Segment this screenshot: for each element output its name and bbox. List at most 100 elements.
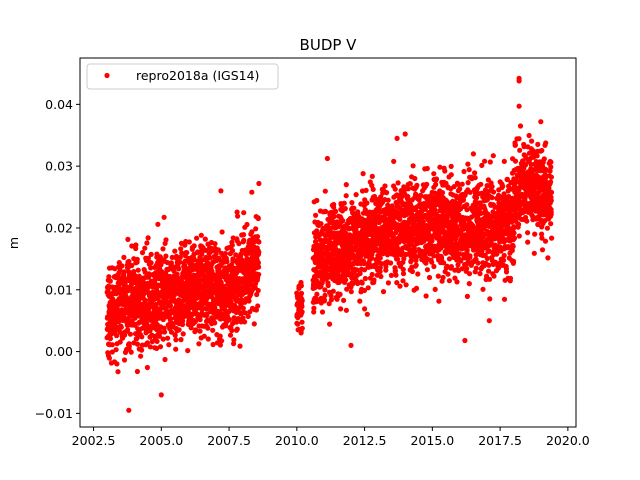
data-point <box>122 280 128 286</box>
data-point <box>385 197 391 203</box>
data-point <box>489 195 495 201</box>
data-point <box>253 226 259 232</box>
data-point <box>534 153 540 159</box>
data-point <box>466 271 473 277</box>
data-point <box>149 332 155 338</box>
data-point <box>149 339 155 345</box>
x-tick-label: 2010.0 <box>275 433 319 448</box>
data-point <box>337 223 343 229</box>
data-point <box>360 171 366 177</box>
x-axis: 2002.5 2005.0 2007.5 2010.0 2012.5 2015.0 2017… <box>72 427 590 448</box>
y-tick-label: 0.03 <box>45 159 73 174</box>
data-point <box>138 353 144 359</box>
data-point <box>184 250 190 256</box>
data-point <box>245 313 251 319</box>
data-point <box>207 255 213 261</box>
data-point <box>357 298 363 304</box>
data-point <box>171 292 177 298</box>
data-point <box>424 267 430 273</box>
data-point <box>162 356 168 363</box>
data-point <box>362 275 368 282</box>
data-point <box>541 156 547 162</box>
data-point <box>350 210 356 216</box>
data-point <box>109 349 115 355</box>
data-point <box>145 235 151 241</box>
data-point <box>233 252 239 258</box>
chart-title: BUDP V <box>300 36 358 54</box>
data-point <box>158 262 164 268</box>
data-point <box>490 189 497 195</box>
x-tick-label: 2015.0 <box>410 433 454 448</box>
data-point <box>457 186 463 192</box>
data-point <box>410 163 416 169</box>
data-point <box>313 212 319 218</box>
data-point <box>155 221 161 227</box>
data-point <box>392 267 398 273</box>
data-point <box>126 343 132 349</box>
y-axis: −0.01 0.00 0.01 0.02 0.03 0.04 <box>35 97 80 421</box>
data-point <box>202 236 208 242</box>
y-tick-label: −0.01 <box>35 406 73 421</box>
data-point <box>501 257 507 263</box>
data-point <box>364 200 370 206</box>
data-point <box>507 275 514 281</box>
data-point <box>210 327 216 333</box>
data-point <box>164 259 170 266</box>
data-point <box>194 235 200 241</box>
data-point <box>503 269 510 275</box>
data-point <box>525 239 531 245</box>
data-point <box>167 316 174 322</box>
data-point <box>460 197 466 203</box>
data-point <box>147 327 153 333</box>
data-point <box>218 280 224 286</box>
data-point <box>322 287 328 293</box>
data-point <box>475 260 481 266</box>
data-point <box>354 240 360 246</box>
data-point <box>466 167 472 173</box>
data-point <box>489 184 495 190</box>
data-point <box>134 341 141 347</box>
data-point <box>378 273 384 280</box>
data-point <box>144 364 150 371</box>
data-point <box>337 291 343 297</box>
data-point <box>349 200 355 206</box>
data-point <box>516 233 522 239</box>
data-point <box>369 182 375 189</box>
data-point <box>161 214 167 220</box>
data-point <box>157 344 164 350</box>
data-point <box>217 333 223 339</box>
data-point <box>229 327 235 334</box>
data-point <box>362 306 368 312</box>
data-point <box>500 183 506 189</box>
data-point <box>180 318 186 324</box>
data-point <box>464 293 470 299</box>
data-point <box>543 140 549 146</box>
data-point <box>473 265 479 271</box>
data-point <box>133 242 139 248</box>
data-point <box>227 332 234 338</box>
data-point <box>139 334 145 340</box>
data-point <box>423 293 429 299</box>
data-point <box>299 325 305 331</box>
data-point <box>144 340 151 346</box>
data-point <box>217 342 223 348</box>
data-point <box>531 250 537 256</box>
data-point <box>516 103 522 109</box>
data-point <box>525 230 531 236</box>
data-point <box>298 283 304 289</box>
data-point <box>538 119 544 125</box>
data-point <box>219 338 225 344</box>
data-point <box>186 239 192 245</box>
data-point <box>464 202 470 208</box>
data-point <box>501 252 507 259</box>
data-point <box>478 181 484 187</box>
data-point <box>158 392 164 398</box>
data-point <box>325 282 331 289</box>
data-point <box>363 187 369 193</box>
data-point <box>249 189 255 195</box>
data-point <box>198 232 204 238</box>
data-point <box>324 155 330 162</box>
data-point <box>154 338 160 344</box>
data-point <box>178 246 184 252</box>
data-point <box>160 336 166 342</box>
